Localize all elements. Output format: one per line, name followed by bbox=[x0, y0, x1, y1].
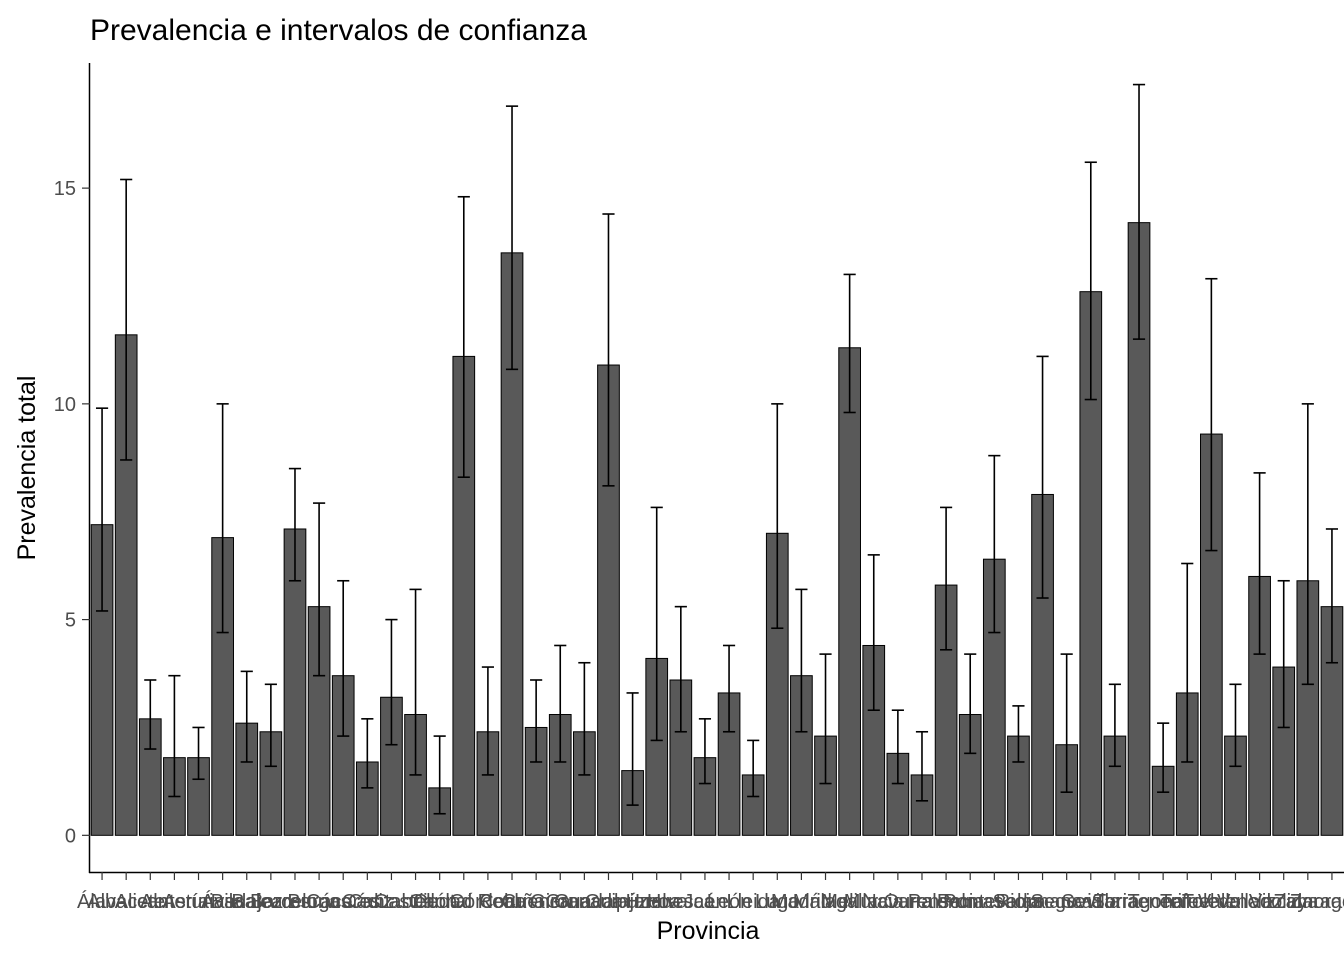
x-tick-label: Valencia bbox=[1198, 891, 1274, 913]
x-ticks-group: ÁlavaAlbaceteAlicanteAlmeríaAsturiasÁvil… bbox=[77, 872, 1344, 913]
x-tick-label: Huelva bbox=[626, 891, 689, 913]
x-tick-label: Ávila bbox=[201, 890, 245, 913]
x-tick-label: Lugo bbox=[755, 891, 800, 913]
x-tick-label: Vizcaya bbox=[1249, 891, 1320, 913]
x-tick-label: Zamora bbox=[1273, 891, 1343, 913]
x-tick-label: Pontevedra bbox=[943, 891, 1046, 913]
x-tick-label: Lleida bbox=[726, 891, 780, 913]
x-tick-label: Zaragoza bbox=[1290, 891, 1344, 913]
x-tick-label: Cuenca bbox=[502, 891, 572, 913]
bars-group bbox=[90, 222, 1344, 836]
x-tick-label: Albacete bbox=[87, 891, 165, 913]
x-tick-label: Palmas bbox=[937, 891, 1004, 913]
x-tick-label: Murcia bbox=[844, 891, 905, 913]
x-tick-label: Castellón bbox=[374, 891, 457, 913]
x-tick-label: Málaga bbox=[793, 891, 859, 913]
x-tick-label: Soria bbox=[1092, 891, 1140, 913]
x-tick-label: Madrid bbox=[771, 891, 832, 913]
x-tick-label: Cantabria bbox=[348, 891, 436, 913]
x-tick-label: Ourense bbox=[884, 891, 961, 913]
bar bbox=[838, 347, 861, 836]
x-tick-label: Álava bbox=[77, 890, 128, 913]
x-axis-title: Provincia bbox=[657, 917, 760, 945]
x-tick-label: Cádiz bbox=[342, 891, 393, 913]
x-tick-label: Badajoz bbox=[211, 891, 283, 913]
x-tick-label: Baleares bbox=[231, 891, 310, 913]
x-tick-label: Tenerife bbox=[1128, 891, 1199, 913]
x-tick-label: Toledo bbox=[1182, 891, 1241, 913]
x-tick-label: Sevilla bbox=[1061, 891, 1121, 913]
y-tick-label: 5 bbox=[65, 610, 76, 632]
x-tick-label: Girona bbox=[530, 891, 591, 913]
y-tick-label: 10 bbox=[54, 394, 76, 416]
x-tick-label: Coruña bbox=[479, 891, 545, 913]
x-tick-label: Melilla bbox=[821, 891, 879, 913]
x-tick-label: Rioja bbox=[996, 891, 1042, 913]
x-tick-label: Navarra bbox=[862, 891, 934, 913]
x-tick-label: Salamanca bbox=[993, 891, 1094, 913]
x-tick-label: Ciudad Real bbox=[409, 891, 519, 913]
x-tick-label: Cáceres bbox=[306, 891, 380, 913]
x-tick-label: Guadalajara bbox=[554, 891, 664, 913]
x-tick-label: Barcelona bbox=[250, 891, 341, 913]
x-tick-label: León bbox=[707, 891, 752, 913]
x-tick-label: Ceuta bbox=[413, 891, 467, 913]
y-tick-label: 15 bbox=[54, 178, 76, 200]
y-axis-title: Prevalencia total bbox=[13, 376, 41, 561]
error-bars-group bbox=[95, 83, 1339, 815]
x-tick-label: Huesca bbox=[647, 891, 716, 913]
y-ticks-group: 0 5 10 15 bbox=[54, 178, 90, 847]
x-tick-label: Jaén bbox=[683, 891, 726, 913]
x-tick-label: Segovia bbox=[1031, 891, 1104, 913]
x-tick-label: Almería bbox=[140, 891, 210, 913]
x-tick-label: Palencia bbox=[908, 891, 986, 913]
x-tick-label: Guipúzcoa bbox=[585, 891, 681, 913]
x-tick-label: Granada bbox=[545, 891, 624, 913]
x-tick-label: Valladolid bbox=[1217, 891, 1302, 913]
x-tick-label: Burgos bbox=[287, 891, 350, 913]
y-tick-label: 0 bbox=[65, 825, 76, 847]
chart-title: Prevalencia e intervalos de confianza bbox=[90, 14, 587, 47]
x-tick-label: Asturias bbox=[162, 891, 234, 913]
x-tick-label: Córdoba bbox=[450, 891, 528, 913]
x-tick-label: Teruel bbox=[1160, 891, 1214, 913]
x-tick-label: Alicante bbox=[115, 891, 186, 913]
x-tick-label: Tarragona bbox=[1094, 891, 1185, 913]
